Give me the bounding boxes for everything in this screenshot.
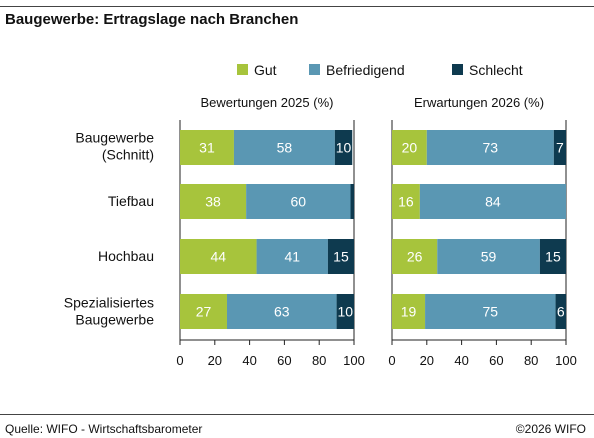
- data-label: 44: [210, 249, 226, 265]
- bar-segment-gut: [392, 184, 420, 219]
- bar-segment-befriedigend: [233, 130, 335, 165]
- data-label: 19: [401, 304, 417, 320]
- category-label: Spezialisiertes Baugewerbe: [64, 295, 154, 328]
- legend-label-befriedigend: Befriedigend: [326, 62, 405, 78]
- bar-segment-befriedigend: [437, 239, 540, 274]
- bar-segment-gut: [392, 239, 438, 274]
- data-label: 27: [196, 304, 212, 320]
- data-label: 26: [407, 249, 423, 265]
- data-label: 7: [556, 140, 564, 156]
- bar-segment-gut: [180, 294, 227, 329]
- bar-segment-schlecht: [539, 239, 566, 274]
- data-label: 15: [333, 249, 349, 265]
- x-tick-label: 40: [242, 353, 256, 368]
- category-label: Baugewerbe (Schnitt): [75, 130, 154, 163]
- data-label: 16: [398, 194, 414, 210]
- data-label: 84: [485, 194, 501, 210]
- x-tick-label: 0: [176, 353, 183, 368]
- legend-label-schlecht: Schlecht: [469, 62, 523, 78]
- x-tick-label: 20: [420, 353, 434, 368]
- data-label: 15: [545, 249, 561, 265]
- bar-segment-gut: [180, 239, 257, 274]
- legend-swatch-schlecht: [452, 64, 463, 75]
- data-label: 31: [199, 140, 215, 156]
- bar-segment-befriedigend: [226, 294, 337, 329]
- category-label: Tiefbau: [108, 193, 154, 209]
- copyright-note: ©2026 WIFO: [515, 422, 586, 436]
- bar-segment-schlecht: [334, 130, 353, 165]
- stacked-bar-chart: Gut Befriedigend Schlecht Baugewerbe (Schnit…: [64, 62, 577, 368]
- bar-segment-befriedigend: [426, 130, 554, 165]
- source-note: Quelle: WIFO - Wirtschaftsbarometer: [5, 422, 203, 436]
- bar-segment-gut: [392, 294, 426, 329]
- data-label: 38: [205, 194, 221, 210]
- data-label: 75: [483, 304, 499, 320]
- data-label: 59: [481, 249, 497, 265]
- top-rule: [0, 6, 594, 7]
- bar-segment-befriedigend: [419, 184, 566, 219]
- data-label: 20: [402, 140, 418, 156]
- legend-label-gut: Gut: [254, 62, 277, 78]
- bar-segment-schlecht: [553, 130, 566, 165]
- x-tick-label: 80: [312, 353, 326, 368]
- bar-segment-schlecht: [555, 294, 566, 329]
- data-label: 10: [336, 140, 352, 156]
- panel-title: Bewertungen 2025 (%): [201, 95, 334, 110]
- x-tick-label: 40: [454, 353, 468, 368]
- x-tick-label: 80: [524, 353, 538, 368]
- data-label: 6: [557, 304, 565, 320]
- x-tick-label: 0: [388, 353, 395, 368]
- data-label: 10: [338, 304, 354, 320]
- bar-segment-befriedigend: [425, 294, 556, 329]
- bar-segment-gut: [392, 130, 427, 165]
- chart-title: Baugewerbe: Ertragslage nach Branchen: [5, 11, 299, 28]
- bar-segment-befriedigend: [246, 184, 351, 219]
- bar-segment-schlecht: [350, 184, 354, 219]
- data-label: 58: [277, 140, 293, 156]
- footer-rule: [0, 414, 594, 415]
- x-tick-label: 100: [555, 353, 577, 368]
- x-tick-label: 60: [489, 353, 503, 368]
- bar-segment-schlecht: [336, 294, 354, 329]
- panel-title: Erwartungen 2026 (%): [414, 95, 544, 110]
- bar-segment-befriedigend: [256, 239, 328, 274]
- bar-segment-schlecht: [327, 239, 354, 274]
- data-label: 60: [291, 194, 307, 210]
- data-label: 63: [274, 304, 290, 320]
- bar-segment-gut: [180, 130, 234, 165]
- data-label: 41: [284, 249, 300, 265]
- x-tick-label: 100: [343, 353, 365, 368]
- bar-segment-gut: [180, 184, 247, 219]
- x-tick-label: 20: [208, 353, 222, 368]
- legend-swatch-befriedigend: [309, 64, 320, 75]
- legend-swatch-gut: [237, 64, 248, 75]
- category-label: Hochbau: [98, 248, 154, 264]
- x-tick-label: 60: [277, 353, 291, 368]
- data-label: 73: [483, 140, 499, 156]
